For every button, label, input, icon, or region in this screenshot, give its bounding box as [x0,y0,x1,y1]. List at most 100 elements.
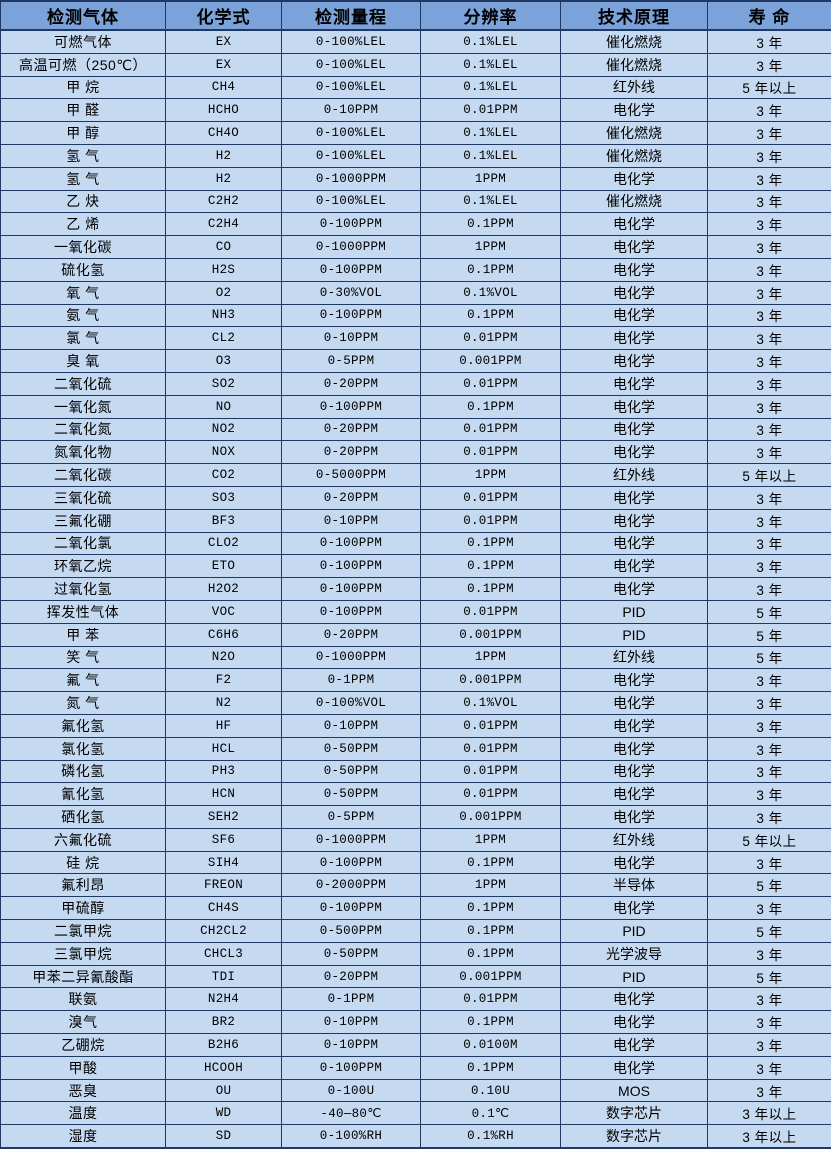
cell-range: 0-5000PPM [282,464,421,487]
cell-life: 3 年 [708,486,831,509]
cell-life: 3 年 [708,578,831,601]
cell-gas: 三氯甲烷 [1,942,166,965]
cell-principle: 数字芯片 [561,1102,708,1125]
cell-formula: C2H4 [166,213,282,236]
cell-gas: 二氧化氯 [1,532,166,555]
cell-resolution: 0.1%LEL [421,144,561,167]
cell-range: 0-20PPM [282,372,421,395]
cell-gas: 一氧化氮 [1,395,166,418]
cell-gas: 乙 烯 [1,213,166,236]
cell-range: 0-30%VOL [282,281,421,304]
cell-principle: PID [561,920,708,943]
cell-life: 5 年 [708,600,831,623]
cell-principle: 电化学 [561,167,708,190]
cell-range: 0-100PPM [282,600,421,623]
cell-formula: WD [166,1102,282,1125]
cell-principle: 电化学 [561,806,708,829]
cell-formula: CH2CL2 [166,920,282,943]
column-header-life: 寿 命 [708,1,831,30]
cell-range: 0-20PPM [282,418,421,441]
cell-principle: 电化学 [561,851,708,874]
cell-life: 3 年 [708,418,831,441]
cell-resolution: 0.001PPM [421,806,561,829]
cell-gas: 恶臭 [1,1079,166,1102]
cell-range: 0-100%RH [282,1125,421,1148]
cell-resolution: 0.1PPM [421,942,561,965]
cell-range: 0-20PPM [282,486,421,509]
cell-resolution: 0.001PPM [421,350,561,373]
cell-resolution: 0.1%VOL [421,281,561,304]
cell-principle: 电化学 [561,327,708,350]
cell-gas: 硒化氢 [1,806,166,829]
cell-life: 5 年以上 [708,828,831,851]
cell-resolution: 0.01PPM [421,988,561,1011]
column-header-range: 检测量程 [282,1,421,30]
cell-resolution: 1PPM [421,236,561,259]
cell-resolution: 0.01PPM [421,600,561,623]
cell-gas: 氢 气 [1,144,166,167]
cell-principle: 电化学 [561,395,708,418]
cell-resolution: 0.1PPM [421,555,561,578]
cell-range: 0-100PPM [282,897,421,920]
cell-gas: 氰化氢 [1,783,166,806]
cell-resolution: 0.1%RH [421,1125,561,1148]
cell-life: 3 年 [708,190,831,213]
cell-formula: N2O [166,646,282,669]
cell-gas: 乙 炔 [1,190,166,213]
cell-life: 3 年 [708,144,831,167]
cell-formula: BR2 [166,1011,282,1034]
cell-life: 3 年 [708,99,831,122]
cell-gas: 二氧化硫 [1,372,166,395]
cell-life: 3 年 [708,350,831,373]
cell-range: 0-1PPM [282,988,421,1011]
cell-principle: MOS [561,1079,708,1102]
cell-range: 0-100PPM [282,851,421,874]
cell-principle: 电化学 [561,1011,708,1034]
cell-range: 0-100PPM [282,304,421,327]
cell-principle: 红外线 [561,464,708,487]
cell-life: 3 年 [708,372,831,395]
cell-resolution: 0.1PPM [421,1011,561,1034]
cell-gas: 氧 气 [1,281,166,304]
cell-life: 5 年 [708,646,831,669]
cell-principle: 电化学 [561,669,708,692]
cell-formula: NOX [166,441,282,464]
cell-range: 0-1000PPM [282,236,421,259]
cell-range: 0-100%LEL [282,30,421,53]
cell-resolution: 0.001PPM [421,965,561,988]
cell-resolution: 0.10U [421,1079,561,1102]
cell-life: 3 年 [708,760,831,783]
cell-resolution: 0.01PPM [421,372,561,395]
cell-formula: HCOOH [166,1056,282,1079]
cell-principle: 催化燃烧 [561,144,708,167]
cell-gas: 氯 气 [1,327,166,350]
cell-formula: C2H2 [166,190,282,213]
cell-life: 5 年 [708,965,831,988]
cell-principle: PID [561,600,708,623]
cell-principle: 电化学 [561,714,708,737]
cell-life: 3 年 [708,281,831,304]
cell-resolution: 0.1PPM [421,395,561,418]
cell-principle: 半导体 [561,874,708,897]
cell-gas: 乙硼烷 [1,1034,166,1057]
cell-principle: 电化学 [561,281,708,304]
cell-principle: 电化学 [561,418,708,441]
cell-principle: 电化学 [561,372,708,395]
cell-life: 3 年 [708,441,831,464]
cell-formula: SF6 [166,828,282,851]
